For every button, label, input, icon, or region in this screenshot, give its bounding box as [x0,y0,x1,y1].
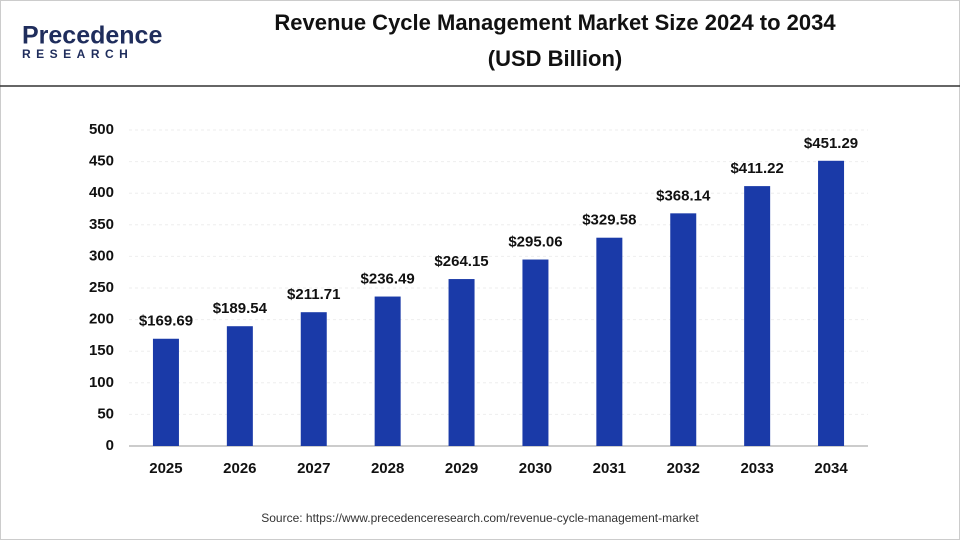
y-tick-label: 0 [106,437,114,454]
y-tick-label: 150 [89,342,114,359]
x-tick-label: 2028 [371,460,404,477]
value-label: $411.22 [730,160,783,177]
value-label: $451.29 [804,135,858,152]
y-tick-label: 400 [89,184,114,201]
x-tick-label: 2034 [814,460,848,477]
bar [226,326,253,446]
x-tick-label: 2029 [445,460,478,477]
value-label: $295.06 [508,233,562,250]
x-tick-label: 2032 [667,460,700,477]
source: Source: https://www.precedenceresearch.c… [261,511,699,525]
y-tick-label: 100 [89,374,114,391]
x-tick-label: 2026 [223,460,256,477]
x-tick-label: 2033 [740,460,773,477]
y-tick-label: 250 [89,279,114,296]
bar [670,213,697,446]
y-tick-label: 50 [97,405,114,422]
value-label: $368.14 [656,187,711,204]
value-label: $211.71 [287,286,340,303]
x-tick-label: 2030 [519,460,552,477]
bar [374,296,401,446]
chart-subtitle: (USD Billion) [488,46,622,71]
y-tick-label: 500 [89,121,114,138]
value-label: $264.15 [434,253,488,270]
value-label: $236.49 [361,271,415,288]
logo-name: Precedence [22,22,162,50]
logo-tagline: RESEARCH [22,47,133,61]
x-tick-label: 2027 [297,460,330,477]
bar [300,312,327,446]
chart-title: Revenue Cycle Management Market Size 202… [274,10,836,35]
value-label: $189.54 [213,300,268,317]
bar [596,237,623,446]
x-tick-label: 2031 [593,460,626,477]
y-tick-label: 200 [89,311,114,328]
y-tick-label: 350 [89,216,114,233]
y-tick-label: 300 [89,247,114,264]
value-label: $169.69 [139,313,193,330]
x-tick-label: 2025 [149,460,182,477]
y-tick-label: 450 [89,153,114,170]
bar [744,186,771,447]
bar [522,259,549,446]
bar [818,160,845,446]
bar [152,338,179,446]
bar [448,279,475,446]
value-label: $329.58 [582,212,636,229]
